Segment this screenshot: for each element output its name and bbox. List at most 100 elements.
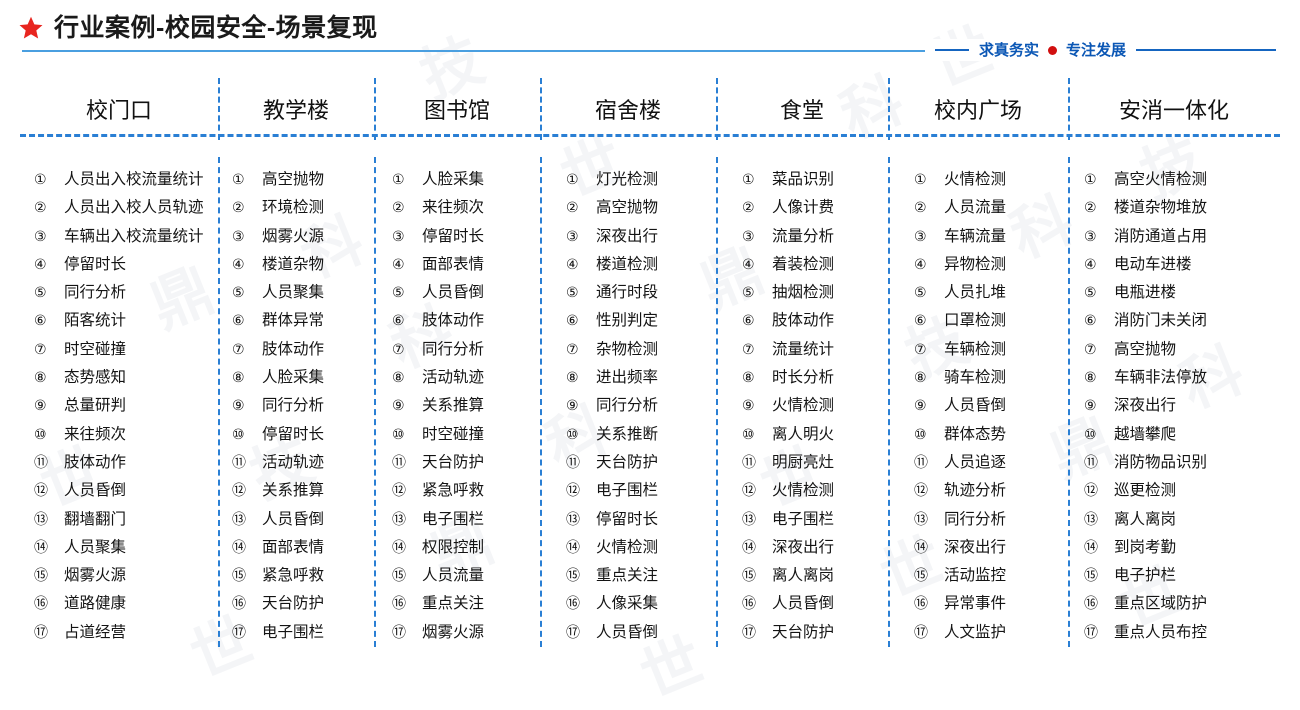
list-item[interactable]: ⑧ 人脸采集	[232, 365, 374, 393]
list-item[interactable]: ② 高空抛物	[566, 195, 716, 223]
list-item[interactable]: ③ 车辆出入校流量统计	[34, 224, 218, 252]
list-item[interactable]: ⑩ 群体态势	[914, 422, 1068, 450]
list-item[interactable]: ⑦ 高空抛物	[1084, 337, 1280, 365]
list-item[interactable]: ⑨ 人员昏倒	[914, 393, 1068, 421]
list-item[interactable]: ⑦ 肢体动作	[232, 337, 374, 365]
list-item[interactable]: ④ 面部表情	[392, 252, 540, 280]
list-item[interactable]: ⑦ 杂物检测	[566, 337, 716, 365]
list-item[interactable]: ⑨ 同行分析	[566, 393, 716, 421]
list-item[interactable]: ⑯ 异常事件	[914, 591, 1068, 619]
list-item[interactable]: ① 火情检测	[914, 167, 1068, 195]
list-item[interactable]: ⑭ 深夜出行	[742, 535, 888, 563]
list-item[interactable]: ① 人脸采集	[392, 167, 540, 195]
list-item[interactable]: ⑮ 人员流量	[392, 563, 540, 591]
list-item[interactable]: ⑰ 人文监护	[914, 620, 1068, 648]
list-item[interactable]: ⑰ 烟雾火源	[392, 620, 540, 648]
list-item[interactable]: ② 环境检测	[232, 195, 374, 223]
list-item[interactable]: ⑯ 道路健康	[34, 591, 218, 619]
list-item[interactable]: ⑯ 重点关注	[392, 591, 540, 619]
list-item[interactable]: ⑤ 同行分析	[34, 280, 218, 308]
list-item[interactable]: ④ 楼道杂物	[232, 252, 374, 280]
list-item[interactable]: ③ 流量分析	[742, 224, 888, 252]
list-item[interactable]: ⑧ 活动轨迹	[392, 365, 540, 393]
list-item[interactable]: ⑫ 火情检测	[742, 478, 888, 506]
list-item[interactable]: ⑫ 轨迹分析	[914, 478, 1068, 506]
list-item[interactable]: ⑬ 电子围栏	[392, 507, 540, 535]
list-item[interactable]: ⑬ 离人离岗	[1084, 507, 1280, 535]
list-item[interactable]: ⑧ 车辆非法停放	[1084, 365, 1280, 393]
list-item[interactable]: ⑩ 停留时长	[232, 422, 374, 450]
list-item[interactable]: ④ 停留时长	[34, 252, 218, 280]
list-item[interactable]: ⑰ 重点人员布控	[1084, 620, 1280, 648]
list-item[interactable]: ⑮ 电子护栏	[1084, 563, 1280, 591]
list-item[interactable]: ⑫ 电子围栏	[566, 478, 716, 506]
list-item[interactable]: ⑪ 肢体动作	[34, 450, 218, 478]
list-item[interactable]: ② 人员出入校人员轨迹	[34, 195, 218, 223]
list-item[interactable]: ⑧ 态势感知	[34, 365, 218, 393]
list-item[interactable]: ⑪ 消防物品识别	[1084, 450, 1280, 478]
list-item[interactable]: ⑩ 关系推断	[566, 422, 716, 450]
list-item[interactable]: ③ 深夜出行	[566, 224, 716, 252]
list-item[interactable]: ⑫ 关系推算	[232, 478, 374, 506]
list-item[interactable]: ⑪ 人员追逐	[914, 450, 1068, 478]
list-item[interactable]: ⑯ 人像采集	[566, 591, 716, 619]
list-item[interactable]: ⑩ 离人明火	[742, 422, 888, 450]
list-item[interactable]: ⑭ 权限控制	[392, 535, 540, 563]
list-item[interactable]: ③ 停留时长	[392, 224, 540, 252]
list-item[interactable]: ⑬ 人员昏倒	[232, 507, 374, 535]
list-item[interactable]: ⑬ 翻墙翻门	[34, 507, 218, 535]
list-item[interactable]: ⑮ 紧急呼救	[232, 563, 374, 591]
list-item[interactable]: ⑦ 同行分析	[392, 337, 540, 365]
list-item[interactable]: ⑧ 骑车检测	[914, 365, 1068, 393]
list-item[interactable]: ⑪ 明厨亮灶	[742, 450, 888, 478]
list-item[interactable]: ⑰ 人员昏倒	[566, 620, 716, 648]
list-item[interactable]: ⑥ 群体异常	[232, 308, 374, 336]
list-item[interactable]: ⑩ 越墙攀爬	[1084, 422, 1280, 450]
list-item[interactable]: ⑨ 同行分析	[232, 393, 374, 421]
list-item[interactable]: ② 来往频次	[392, 195, 540, 223]
list-item[interactable]: ⑮ 活动监控	[914, 563, 1068, 591]
list-item[interactable]: ① 高空抛物	[232, 167, 374, 195]
list-item[interactable]: ② 人员流量	[914, 195, 1068, 223]
list-item[interactable]: ④ 电动车进楼	[1084, 252, 1280, 280]
list-item[interactable]: ⑨ 火情检测	[742, 393, 888, 421]
list-item[interactable]: ⑪ 天台防护	[566, 450, 716, 478]
list-item[interactable]: ③ 车辆流量	[914, 224, 1068, 252]
list-item[interactable]: ⑬ 电子围栏	[742, 507, 888, 535]
list-item[interactable]: ⑪ 活动轨迹	[232, 450, 374, 478]
list-item[interactable]: ⑤ 电瓶进楼	[1084, 280, 1280, 308]
list-item[interactable]: ① 高空火情检测	[1084, 167, 1280, 195]
list-item[interactable]: ⑦ 流量统计	[742, 337, 888, 365]
list-item[interactable]: ⑤ 人员扎堆	[914, 280, 1068, 308]
list-item[interactable]: ⑯ 重点区域防护	[1084, 591, 1280, 619]
list-item[interactable]: ⑨ 深夜出行	[1084, 393, 1280, 421]
list-item[interactable]: ⑫ 紧急呼救	[392, 478, 540, 506]
list-item[interactable]: ⑨ 总量研判	[34, 393, 218, 421]
list-item[interactable]: ⑮ 烟雾火源	[34, 563, 218, 591]
list-item[interactable]: ⑮ 重点关注	[566, 563, 716, 591]
list-item[interactable]: ⑭ 深夜出行	[914, 535, 1068, 563]
list-item[interactable]: ① 灯光检测	[566, 167, 716, 195]
list-item[interactable]: ⑮ 离人离岗	[742, 563, 888, 591]
list-item[interactable]: ⑥ 陌客统计	[34, 308, 218, 336]
list-item[interactable]: ⑤ 通行时段	[566, 280, 716, 308]
list-item[interactable]: ⑰ 占道经营	[34, 620, 218, 648]
list-item[interactable]: ③ 烟雾火源	[232, 224, 374, 252]
list-item[interactable]: ⑥ 口罩检测	[914, 308, 1068, 336]
list-item[interactable]: ⑧ 时长分析	[742, 365, 888, 393]
list-item[interactable]: ⑥ 消防门未关闭	[1084, 308, 1280, 336]
list-item[interactable]: ⑤ 人员昏倒	[392, 280, 540, 308]
list-item[interactable]: ⑤ 人员聚集	[232, 280, 374, 308]
list-item[interactable]: ④ 着装检测	[742, 252, 888, 280]
list-item[interactable]: ① 菜品识别	[742, 167, 888, 195]
list-item[interactable]: ② 人像计费	[742, 195, 888, 223]
list-item[interactable]: ⑩ 来往频次	[34, 422, 218, 450]
list-item[interactable]: ⑤ 抽烟检测	[742, 280, 888, 308]
list-item[interactable]: ⑭ 面部表情	[232, 535, 374, 563]
list-item[interactable]: ⑫ 人员昏倒	[34, 478, 218, 506]
list-item[interactable]: ⑰ 电子围栏	[232, 620, 374, 648]
list-item[interactable]: ④ 楼道检测	[566, 252, 716, 280]
list-item[interactable]: ⑧ 进出频率	[566, 365, 716, 393]
list-item[interactable]: ④ 异物检测	[914, 252, 1068, 280]
list-item[interactable]: ⑦ 时空碰撞	[34, 337, 218, 365]
